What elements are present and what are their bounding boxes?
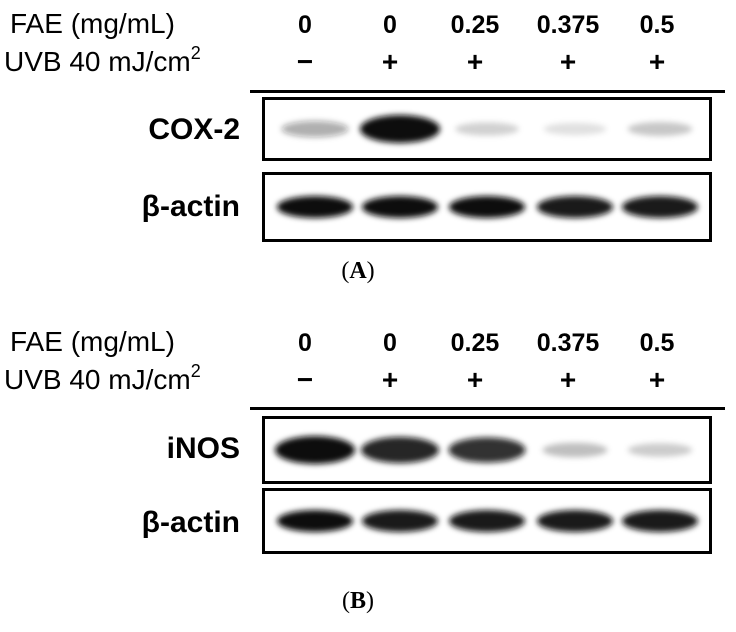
band-lane-3: [449, 510, 525, 532]
fae-row-label: FAE (mg/mL): [10, 8, 175, 39]
blot-inos-bands: [275, 436, 692, 464]
fae-conc-lane-4: 0.375: [536, 11, 600, 39]
fae-conc-lane-2: 0: [383, 11, 397, 39]
band-lane-5: [622, 196, 698, 218]
band-lane-2: [360, 115, 440, 143]
fae-conc-lane-3: 0.25: [450, 11, 500, 39]
fae-conc-lane-5: 0.5: [639, 329, 675, 357]
uvb-sign-lane-4: +: [559, 46, 577, 77]
band-lane-3: [449, 196, 525, 218]
blot-beta-actin-b: [262, 488, 712, 554]
band-lane-4: [542, 442, 608, 458]
band-lane-1: [277, 196, 353, 218]
band-lane-3: [448, 437, 526, 463]
fae-conc-lane-1: 0: [298, 11, 312, 39]
fae-conc-lane-4: 0.375: [536, 329, 600, 357]
uvb-sign-lane-5: +: [648, 364, 666, 395]
blot-label-beta-actin-a: β-actin: [141, 190, 240, 223]
blot-cox2-bands: [281, 115, 693, 143]
panel-b: FAE (mg/mL) 0 0 0.25 0.375 0.5 UVB 40 mJ…: [0, 318, 736, 628]
panel-caption-b: (B): [341, 588, 374, 614]
fae-conc-lane-5: 0.5: [639, 11, 675, 39]
band-lane-5: [622, 510, 698, 532]
panel-caption-a: (A): [341, 258, 375, 284]
band-lane-2: [362, 196, 438, 218]
uvb-sign-lane-5: +: [648, 46, 666, 77]
fae-row-label: FAE (mg/mL): [10, 326, 175, 357]
blot-cox2: [262, 97, 712, 161]
blot-beta-actin-a-bands: [277, 196, 698, 218]
header-divider: [250, 90, 725, 93]
uvb-row-label: UVB 40 mJ/cm2: [4, 361, 201, 395]
uvb-sign-lane-2: +: [381, 364, 399, 395]
uvb-sign-lane-1: −: [296, 46, 314, 77]
blot-label-cox2: COX-2: [148, 113, 240, 146]
band-lane-4: [543, 122, 607, 136]
blot-beta-actin-a: [262, 172, 712, 242]
fae-conc-lane-3: 0.25: [450, 329, 500, 357]
uvb-sign-lane-1: −: [296, 364, 314, 395]
band-lane-3: [455, 122, 519, 136]
band-lane-1: [275, 436, 355, 464]
blot-label-inos: iNOS: [166, 432, 240, 465]
uvb-sign-lane-4: +: [559, 364, 577, 395]
band-lane-2: [361, 436, 439, 464]
band-lane-2: [362, 510, 438, 532]
blot-inos: [262, 416, 712, 484]
band-lane-1: [277, 510, 353, 532]
uvb-sign-lane-2: +: [381, 46, 399, 77]
uvb-sign-lane-3: +: [466, 364, 484, 395]
band-lane-4: [537, 510, 613, 532]
band-lane-5: [628, 443, 692, 457]
band-lane-5: [627, 122, 693, 136]
fae-conc-lane-2: 0: [383, 329, 397, 357]
blot-label-beta-actin-b: β-actin: [141, 506, 240, 539]
blot-beta-actin-b-bands: [277, 510, 698, 532]
fae-conc-lane-1: 0: [298, 329, 312, 357]
band-lane-4: [537, 196, 613, 218]
uvb-row-label: UVB 40 mJ/cm2: [4, 43, 201, 77]
band-lane-1: [281, 120, 349, 138]
panel-a: FAE (mg/mL) 0 0 0.25 0.375 0.5 UVB 40 mJ…: [0, 0, 736, 300]
header-divider: [250, 407, 725, 410]
uvb-sign-lane-3: +: [466, 46, 484, 77]
